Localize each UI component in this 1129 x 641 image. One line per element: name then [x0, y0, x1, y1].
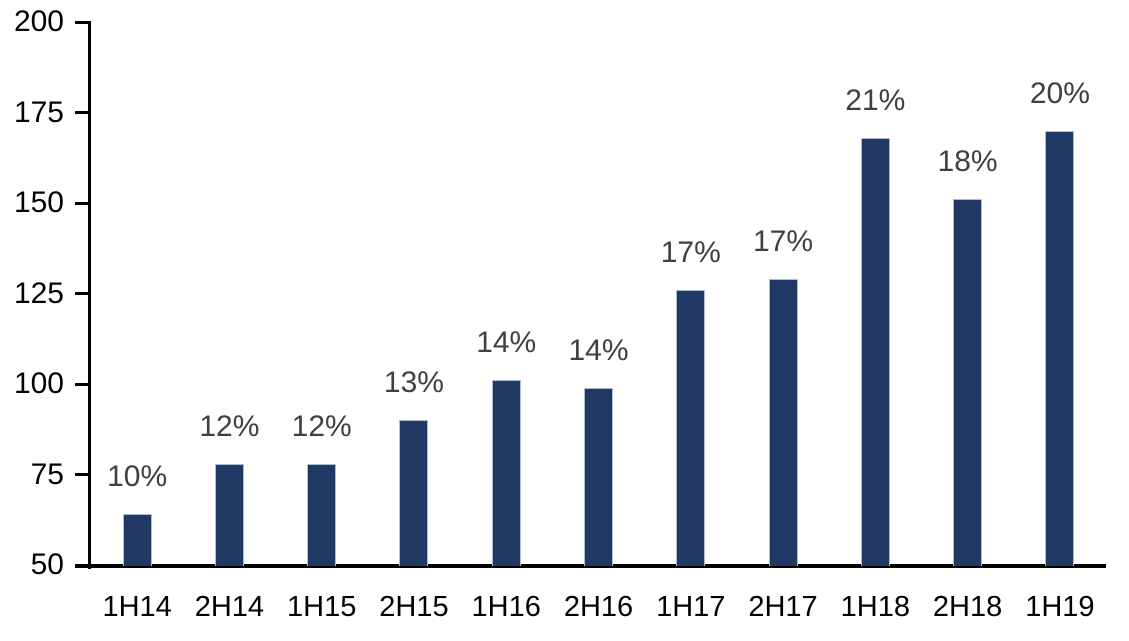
bar: [491, 380, 521, 566]
bar: [307, 463, 337, 566]
y-axis-tick-label: 150: [13, 186, 64, 219]
bar-value-label: 13%: [383, 366, 444, 400]
bar: [122, 514, 152, 566]
x-axis-tick-label: 2H18: [932, 591, 1003, 623]
x-axis-line: [75, 564, 1106, 568]
bar: [768, 279, 798, 566]
x-axis-tick-label: 1H19: [1025, 591, 1095, 623]
y-axis-line: [88, 21, 91, 569]
bar: [214, 463, 244, 566]
y-axis-tick: [75, 201, 91, 205]
y-axis-tick: [75, 20, 91, 24]
y-axis-tick: [75, 111, 91, 114]
x-axis-tick-label: 1H18: [840, 591, 910, 623]
bar-value-label: 12%: [199, 409, 260, 443]
y-axis-tick: [75, 473, 91, 476]
bar-value-label: 17%: [753, 225, 814, 259]
x-axis-tick-label: 2H17: [748, 591, 818, 623]
y-axis-tick-label: 50: [30, 548, 64, 581]
bar: [1045, 130, 1075, 566]
x-axis-tick-label: 1H15: [287, 591, 357, 623]
y-axis-tick-label: 125: [13, 276, 64, 310]
bar: [860, 137, 890, 566]
x-axis-tick-label: 2H16: [563, 591, 634, 623]
bar-value-label: 20%: [1029, 76, 1090, 110]
bar-value-label: 21%: [845, 83, 906, 117]
bar-value-label: 10%: [107, 460, 168, 494]
y-axis-tick-label: 200: [13, 5, 64, 38]
bar-value-label: 12%: [291, 409, 352, 443]
y-axis-tick: [75, 382, 91, 386]
x-axis-tick-label: 2H14: [194, 591, 265, 623]
y-axis-tick-label: 100: [13, 367, 64, 400]
bar-value-label: 14%: [476, 326, 537, 360]
bar-value-label: 17%: [660, 235, 721, 269]
x-axis-tick-label: 1H16: [471, 591, 541, 623]
bar: [399, 420, 429, 566]
y-axis-tick: [75, 563, 91, 567]
y-axis-tick-label: 75: [30, 457, 64, 491]
x-axis-tick-label: 2H15: [379, 591, 449, 623]
bar: [953, 199, 983, 566]
x-axis-tick-label: 1H17: [656, 591, 726, 623]
y-axis-tick: [75, 292, 91, 295]
y-axis-tick-label: 175: [13, 95, 64, 129]
bar: [584, 387, 613, 566]
bar: [676, 289, 706, 566]
bar-value-label: 18%: [937, 145, 998, 179]
x-axis-tick-label: 1H14: [102, 591, 172, 623]
bar-value-label: 14%: [568, 333, 629, 367]
